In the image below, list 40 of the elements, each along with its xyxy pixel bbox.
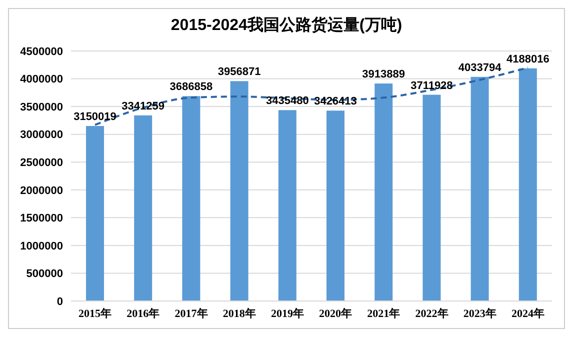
bar (182, 96, 200, 301)
y-tick-label: 500000 (26, 268, 63, 280)
bar (470, 76, 489, 301)
x-tick-label: 2021年 (367, 306, 400, 320)
y-tick-label: 1500000 (20, 212, 63, 225)
bar (230, 81, 248, 301)
y-tick-label: 4000000 (20, 74, 63, 86)
data-label: 3956871 (218, 66, 261, 78)
x-tick-label: 2018年 (222, 306, 256, 320)
data-label: 3426413 (314, 96, 357, 108)
x-tick-label: 2019年 (270, 306, 304, 320)
bar (134, 115, 152, 301)
bar (422, 94, 441, 301)
bar (86, 126, 104, 301)
data-label: 3711928 (410, 80, 453, 92)
data-label: 3435480 (266, 95, 309, 108)
data-label: 4188016 (506, 53, 550, 66)
data-label: 3686858 (170, 81, 213, 94)
y-tick-label: 4500000 (20, 46, 63, 58)
x-tick-label: 2024年 (511, 306, 544, 320)
y-tick-label: 2000000 (20, 184, 63, 197)
y-tick-label: 2500000 (20, 157, 63, 170)
y-tick-label: 1000000 (20, 240, 63, 252)
y-tick-label: 0 (56, 296, 63, 308)
x-tick-label: 2022年 (415, 306, 448, 320)
x-tick-label: 2017年 (174, 306, 208, 320)
bar (374, 84, 393, 301)
data-label: 3913889 (362, 68, 406, 81)
x-tick-label: 2020年 (319, 306, 352, 320)
bar (278, 110, 296, 301)
x-tick-label: 2016年 (126, 306, 160, 320)
x-tick-label: 2023年 (463, 306, 496, 320)
bar (326, 110, 344, 301)
y-tick-label: 3500000 (20, 101, 63, 114)
data-label: 3150019 (74, 111, 116, 123)
data-label: 4033794 (458, 62, 502, 74)
y-tick-label: 3000000 (20, 129, 63, 142)
chart-title: 2015-2024我国公路货运量(万吨) (170, 16, 404, 36)
bar (518, 68, 537, 301)
x-tick-label: 2015年 (78, 306, 112, 320)
